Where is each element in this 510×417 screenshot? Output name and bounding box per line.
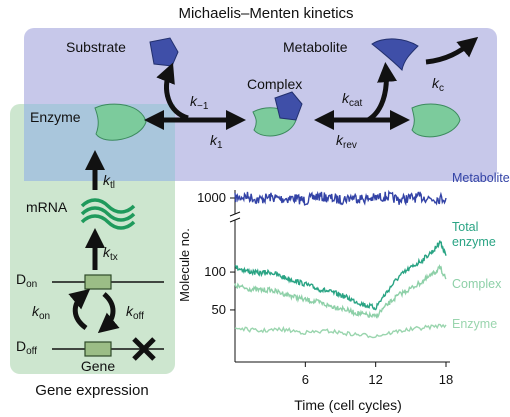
mrna-label: mRNA xyxy=(26,199,68,215)
arrow-k-minus1 xyxy=(156,62,189,121)
axis-break-icon xyxy=(229,211,241,223)
enzyme-shape-right xyxy=(411,103,461,138)
arrow-kcat-up xyxy=(366,62,398,123)
mm-title: Michaelis–Menten kinetics xyxy=(178,5,353,22)
x-ticks: 6 12 18 xyxy=(302,362,453,387)
don-gene-box xyxy=(84,274,112,290)
x-axis-label: Time (cell cycles) xyxy=(294,397,402,413)
kcat-label: kcat xyxy=(342,90,363,109)
metabolite-shape xyxy=(371,38,419,72)
ge-title: Gene expression xyxy=(35,382,148,399)
arrow-kc xyxy=(425,36,479,65)
substrate-label: Substrate xyxy=(66,39,126,55)
y-axis-label: Molecule no. xyxy=(177,228,192,302)
x-tick-label: 6 xyxy=(302,372,309,387)
complex-label: Complex xyxy=(247,76,302,92)
kc-label: kc xyxy=(432,75,444,94)
gene-label: Gene xyxy=(81,358,115,374)
series-line-metabolite xyxy=(234,189,447,207)
ktl-label: ktl xyxy=(103,172,115,191)
substrate-shape xyxy=(149,37,179,67)
chart: Molecule no. Time (cell cycles) 6 12 18 10… xyxy=(177,171,510,413)
y-tick-label: 1000 xyxy=(197,190,226,205)
series-labels: Metabolite Total enzyme Complex Enzyme xyxy=(452,171,510,331)
k-minus1-label: k−1 xyxy=(190,93,209,112)
series-label-metabolite: Metabolite xyxy=(452,171,510,185)
series-label-complex: Complex xyxy=(452,277,502,291)
arrow-koff xyxy=(97,292,120,334)
enzyme-label: Enzyme xyxy=(30,109,81,125)
doff-label: Doff xyxy=(16,338,37,357)
doff-gene-box xyxy=(84,341,112,357)
mrna-wave-1 xyxy=(80,198,136,214)
series-line-total xyxy=(234,240,447,311)
metabolite-label: Metabolite xyxy=(283,39,348,55)
complex-substrate-shape xyxy=(274,91,303,121)
ktx-label: ktx xyxy=(103,244,118,263)
y-tick-label: 100 xyxy=(204,264,226,279)
series-line-enzyme xyxy=(234,323,447,339)
koff-label: koff xyxy=(126,303,144,322)
don-label: Don xyxy=(16,271,37,290)
arrow-kon xyxy=(68,288,91,331)
y-tick-label: 50 xyxy=(212,302,226,317)
kon-label: kon xyxy=(32,303,50,322)
series-line-complex xyxy=(234,264,447,319)
y-ticks: 1000 100 50 xyxy=(197,190,235,317)
krev-label: krev xyxy=(336,132,357,151)
enzyme-shape-left xyxy=(94,103,147,141)
k1-label: k1 xyxy=(210,132,223,151)
x-tick-label: 18 xyxy=(439,372,453,387)
series-label-enzyme: Enzyme xyxy=(452,317,497,331)
gene-off-x-icon xyxy=(132,337,156,361)
mrna-wave-3 xyxy=(80,214,136,230)
series-label-total: Total enzyme xyxy=(452,220,496,249)
x-tick-label: 12 xyxy=(368,372,382,387)
series-lines xyxy=(234,189,447,339)
mrna-wave-2 xyxy=(80,206,136,222)
